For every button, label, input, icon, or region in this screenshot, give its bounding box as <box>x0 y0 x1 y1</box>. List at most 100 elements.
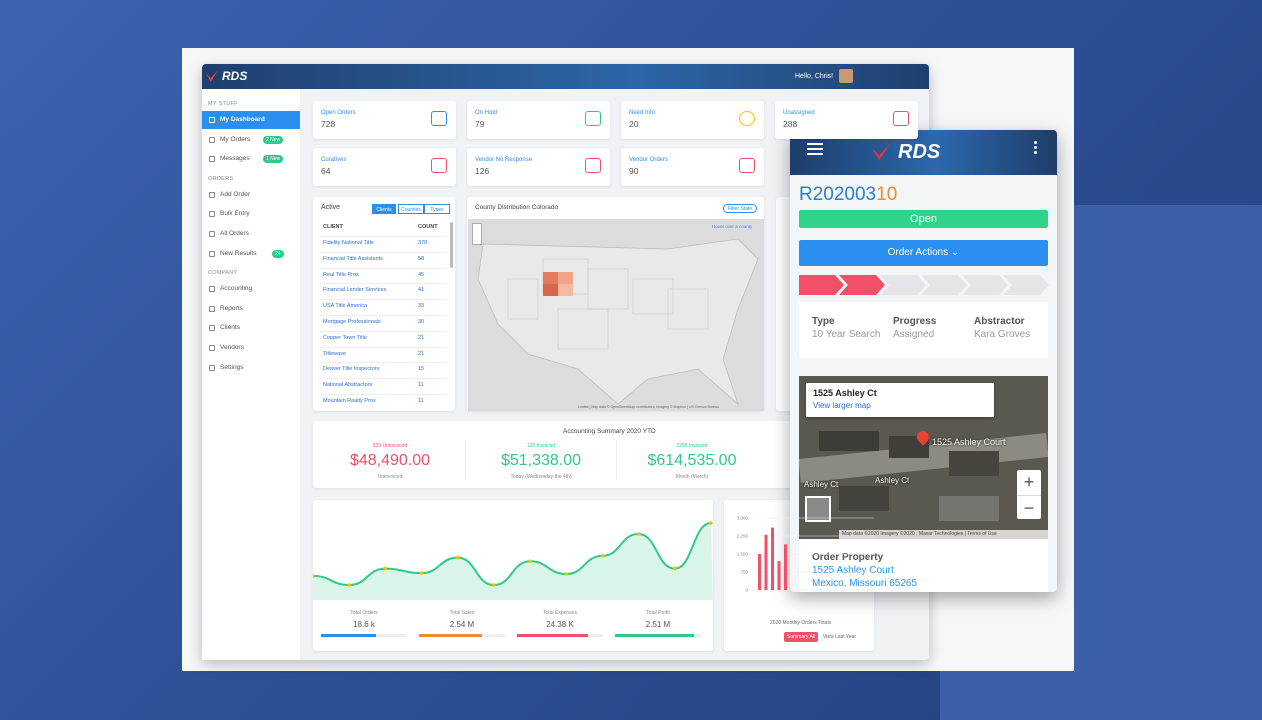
tab[interactable]: Counties <box>398 204 424 214</box>
property-street[interactable]: 1525 Ashley Court <box>812 565 894 576</box>
y-tick-label: 2,250 <box>737 534 749 539</box>
amount-sub: Uninvoiced <box>377 474 403 480</box>
sidebar <box>202 89 300 660</box>
button[interactable]: Summary All <box>784 632 819 642</box>
county <box>558 284 573 296</box>
menu-icon[interactable] <box>807 143 823 145</box>
progress-fill <box>517 634 588 637</box>
property-title: Order Property <box>812 552 884 563</box>
client-name[interactable]: USA Title America <box>323 303 368 310</box>
tab[interactable]: Clients <box>372 204 396 214</box>
row-divider <box>318 283 446 285</box>
client-name[interactable]: Real Title Pros <box>323 271 359 278</box>
nav-icon <box>209 136 215 143</box>
stat-value: 126 <box>475 166 490 176</box>
street-view[interactable] <box>805 496 831 522</box>
zoom-out[interactable]: − <box>1017 495 1041 519</box>
point <box>313 574 315 578</box>
client-name[interactable]: Mortgage Professionals <box>323 319 381 325</box>
client-name[interactable]: Fidelity National Title <box>323 240 374 246</box>
nav-item[interactable]: New Results <box>220 249 257 257</box>
badge: 2 New <box>263 135 284 144</box>
street-label: Ashley Ct <box>804 480 839 489</box>
nav-item[interactable]: My Dashboard <box>220 116 265 123</box>
filter-button[interactable]: Filter State <box>723 204 758 213</box>
tab[interactable]: Types <box>424 204 450 214</box>
amount: $51,338.00 <box>500 452 582 469</box>
point <box>709 521 713 525</box>
row-divider <box>318 330 446 332</box>
nav-item[interactable]: Clients <box>220 324 240 332</box>
area <box>313 523 713 600</box>
nav-icon <box>209 325 215 332</box>
nav-icon <box>209 231 215 237</box>
avatar <box>839 69 853 83</box>
bar <box>777 561 781 590</box>
nav-item[interactable]: Reports <box>220 304 243 312</box>
client-name[interactable]: Mountain Realty Pros <box>323 398 376 404</box>
bar <box>758 554 761 590</box>
nav-item[interactable]: Bulk Entry <box>220 210 250 218</box>
bar <box>771 527 774 590</box>
client-count: 41 <box>418 287 425 294</box>
progress-fill <box>615 634 694 637</box>
state <box>557 308 609 350</box>
client-name[interactable]: Copper Town Title <box>323 334 367 341</box>
amount-caption: 939 Uninvoiced <box>372 443 408 449</box>
client-count: 45 <box>418 271 425 278</box>
step <box>880 275 926 295</box>
step <box>839 275 885 295</box>
logo: RDS <box>222 69 248 83</box>
actions-button[interactable]: Order Actions ⌄ <box>799 240 1048 266</box>
client-name[interactable]: Financial Title Assistants <box>323 255 383 262</box>
stat-value: 728 <box>321 119 336 129</box>
button[interactable]: View Last Year <box>823 634 856 640</box>
stat-icon <box>431 158 447 173</box>
progress-fill <box>419 634 482 637</box>
nav-item[interactable]: Accounting <box>220 285 253 293</box>
row-divider <box>318 236 446 237</box>
nav-item[interactable]: Settings <box>220 363 244 371</box>
client-count: 15 <box>418 366 425 373</box>
stat-label: Unassigned <box>783 110 815 116</box>
nav-icon <box>209 156 215 163</box>
zoom-in[interactable]: + <box>1023 472 1035 492</box>
step <box>1003 275 1049 295</box>
client-count: 11 <box>418 382 424 389</box>
nav-item[interactable]: Messages <box>220 155 250 163</box>
roof <box>949 451 999 476</box>
nav-icon <box>209 364 215 371</box>
detail-label: Type <box>812 316 835 327</box>
popup-link[interactable]: View larger map <box>813 401 871 410</box>
point <box>455 555 460 560</box>
stat-icon <box>431 111 447 126</box>
state <box>507 278 539 320</box>
client-name[interactable]: Denver Title Inspectors <box>323 366 380 373</box>
amount-caption: 2296 Invoiced <box>676 443 708 449</box>
stat-value: 288 <box>783 119 798 129</box>
stat-icon <box>585 111 601 126</box>
stat-value: 2.51 M <box>645 620 671 629</box>
map <box>468 219 764 411</box>
stat-card: Open Orders 728 <box>313 101 456 139</box>
column-header: CLIENT <box>323 224 343 230</box>
point <box>636 532 641 536</box>
client-name[interactable]: National Abstractors <box>323 382 373 389</box>
nav-item[interactable]: My Orders <box>220 135 251 143</box>
client-name[interactable]: Financial Lender Services <box>323 287 387 294</box>
nav-item[interactable]: Vendors <box>220 344 244 351</box>
nav-icon <box>209 250 215 257</box>
more-icon[interactable] <box>1034 141 1037 144</box>
client-name[interactable]: Titlewave <box>323 350 347 357</box>
nav-icon <box>209 305 215 312</box>
client-count: 378 <box>418 240 428 246</box>
stat-value: 79 <box>475 119 485 129</box>
section-title: MY STUFF <box>208 101 238 107</box>
row-divider <box>318 315 446 316</box>
active-item-bg[interactable] <box>202 111 300 129</box>
nav-item[interactable]: All Orders <box>220 230 249 237</box>
status-button[interactable]: Open <box>799 210 1048 228</box>
nav-item[interactable]: Add Order <box>220 190 250 198</box>
card-title: County Distribution Colorado <box>475 204 559 211</box>
